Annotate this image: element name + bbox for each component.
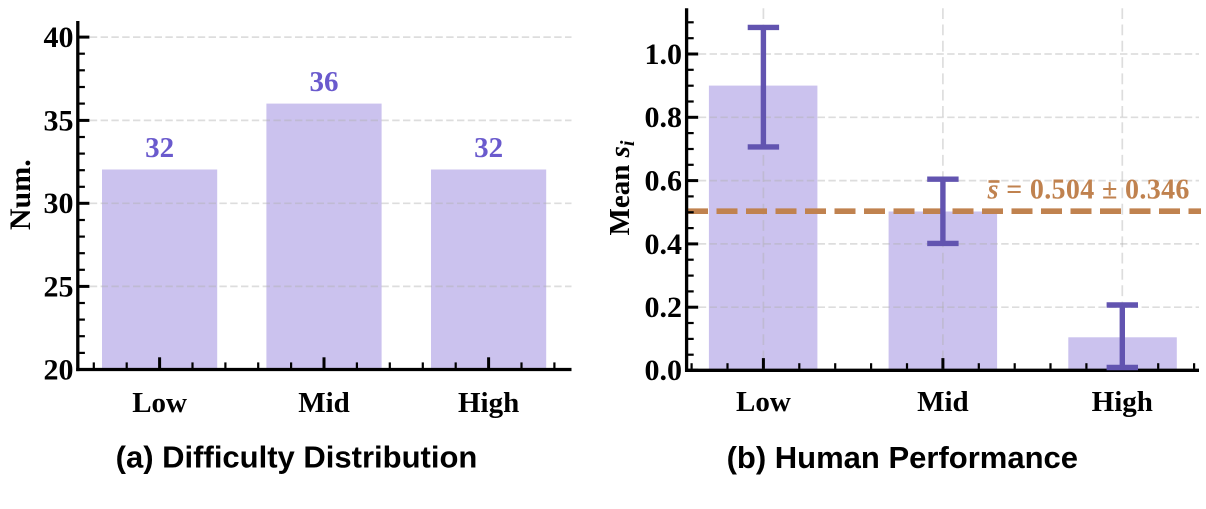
svg-text:Low: Low <box>736 386 791 418</box>
svg-text:0.8: 0.8 <box>645 101 683 134</box>
svg-text:35: 35 <box>44 104 74 137</box>
svg-text:(b) Human Performance: (b) Human Performance <box>727 440 1078 475</box>
svg-text:1.0: 1.0 <box>645 38 683 71</box>
svg-text:0.4: 0.4 <box>645 228 683 261</box>
svg-text:40: 40 <box>44 21 74 54</box>
svg-text:32: 32 <box>145 132 174 164</box>
svg-text:Mid: Mid <box>298 387 350 419</box>
svg-text:s = 0.504 ± 0.346: s = 0.504 ± 0.346 <box>987 174 1190 205</box>
svg-text:36: 36 <box>310 66 339 98</box>
svg-text:20: 20 <box>44 353 74 386</box>
svg-text:Low: Low <box>132 387 187 419</box>
svg-text:30: 30 <box>44 187 74 220</box>
svg-text:(a) Difficulty Distribution: (a) Difficulty Distribution <box>116 440 478 475</box>
svg-text:32: 32 <box>474 132 503 164</box>
svg-text:25: 25 <box>44 270 74 303</box>
svg-text:0.2: 0.2 <box>645 291 683 324</box>
svg-text:Mid: Mid <box>917 386 969 418</box>
svg-text:0.0: 0.0 <box>645 354 683 387</box>
svg-text:0.6: 0.6 <box>645 165 683 198</box>
svg-text:Num.: Num. <box>4 159 37 230</box>
svg-text:High: High <box>1092 386 1153 418</box>
svg-text:Mean si: Mean si <box>604 140 639 235</box>
svg-text:High: High <box>458 387 519 419</box>
